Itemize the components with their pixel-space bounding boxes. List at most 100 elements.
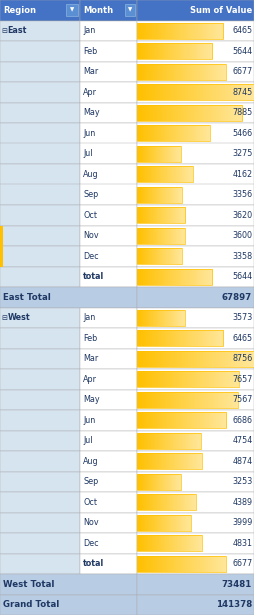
Bar [80, 410, 137, 430]
Bar [150, 44, 151, 59]
Bar [169, 453, 170, 469]
Bar [175, 248, 176, 264]
Bar [182, 536, 183, 551]
Bar [187, 167, 188, 182]
Bar [181, 536, 182, 551]
Bar [182, 167, 183, 182]
Text: Dec: Dec [83, 252, 99, 261]
Bar [144, 536, 145, 551]
Text: 3358: 3358 [232, 252, 252, 261]
Bar [150, 351, 152, 367]
Bar [190, 44, 191, 59]
Bar [139, 310, 140, 325]
Bar [0, 246, 80, 266]
Bar [183, 536, 184, 551]
Bar [154, 64, 155, 79]
Bar [178, 146, 179, 162]
Bar [154, 515, 155, 531]
Bar [146, 515, 147, 531]
Bar [163, 167, 164, 182]
Bar [207, 269, 208, 285]
Bar [173, 167, 174, 182]
Bar [137, 351, 139, 367]
Bar [149, 44, 150, 59]
Bar [228, 351, 229, 367]
Bar [150, 248, 151, 264]
Bar [0, 328, 80, 349]
Bar [195, 125, 196, 141]
Bar [174, 105, 176, 121]
Bar [190, 351, 191, 367]
Bar [178, 207, 179, 223]
Bar [168, 44, 169, 59]
Bar [154, 556, 155, 571]
Bar [183, 453, 184, 469]
Bar [181, 515, 182, 531]
Bar [217, 64, 219, 79]
Bar [220, 351, 222, 367]
Bar [237, 392, 238, 408]
Text: ⊟: ⊟ [2, 28, 7, 34]
Text: Feb: Feb [83, 47, 97, 56]
Bar [161, 413, 162, 428]
Bar [144, 125, 145, 141]
Bar [137, 494, 196, 510]
Bar [164, 536, 165, 551]
Bar [147, 330, 148, 346]
Bar [158, 64, 160, 79]
Bar [232, 105, 233, 121]
Bar [179, 125, 180, 141]
Bar [139, 269, 140, 285]
Bar [168, 146, 169, 162]
Bar [185, 413, 186, 428]
Bar [213, 64, 214, 79]
Bar [148, 453, 149, 469]
Bar [178, 23, 179, 39]
Bar [202, 44, 203, 59]
Bar [140, 23, 141, 39]
Bar [202, 23, 203, 39]
Bar [168, 64, 170, 79]
Bar [208, 105, 210, 121]
Bar [176, 167, 177, 182]
Bar [183, 125, 184, 141]
Bar [198, 536, 199, 551]
Bar [171, 515, 172, 531]
Bar [137, 143, 254, 164]
Bar [170, 310, 171, 325]
Bar [216, 84, 217, 100]
Bar [150, 371, 151, 387]
Bar [142, 105, 144, 121]
Bar [142, 453, 143, 469]
Bar [160, 146, 161, 162]
Bar [174, 207, 175, 223]
Bar [147, 474, 148, 490]
Bar [179, 494, 180, 510]
Bar [224, 371, 225, 387]
Bar [147, 536, 148, 551]
Bar [148, 494, 149, 510]
Text: 3275: 3275 [232, 149, 252, 158]
Bar [154, 187, 155, 202]
Bar [191, 84, 193, 100]
Bar [142, 371, 144, 387]
Bar [222, 23, 224, 39]
Bar [195, 330, 197, 346]
Bar [156, 351, 158, 367]
Bar [209, 269, 210, 285]
Bar [229, 392, 231, 408]
Bar [193, 44, 194, 59]
Bar [150, 105, 152, 121]
Bar [167, 392, 169, 408]
Bar [200, 453, 201, 469]
Bar [154, 44, 155, 59]
Bar [149, 351, 150, 367]
Bar [189, 453, 190, 469]
Bar [152, 64, 153, 79]
Bar [190, 23, 191, 39]
Bar [156, 44, 157, 59]
Bar [182, 64, 183, 79]
Bar [198, 433, 199, 448]
Bar [158, 146, 159, 162]
Bar [198, 453, 199, 469]
